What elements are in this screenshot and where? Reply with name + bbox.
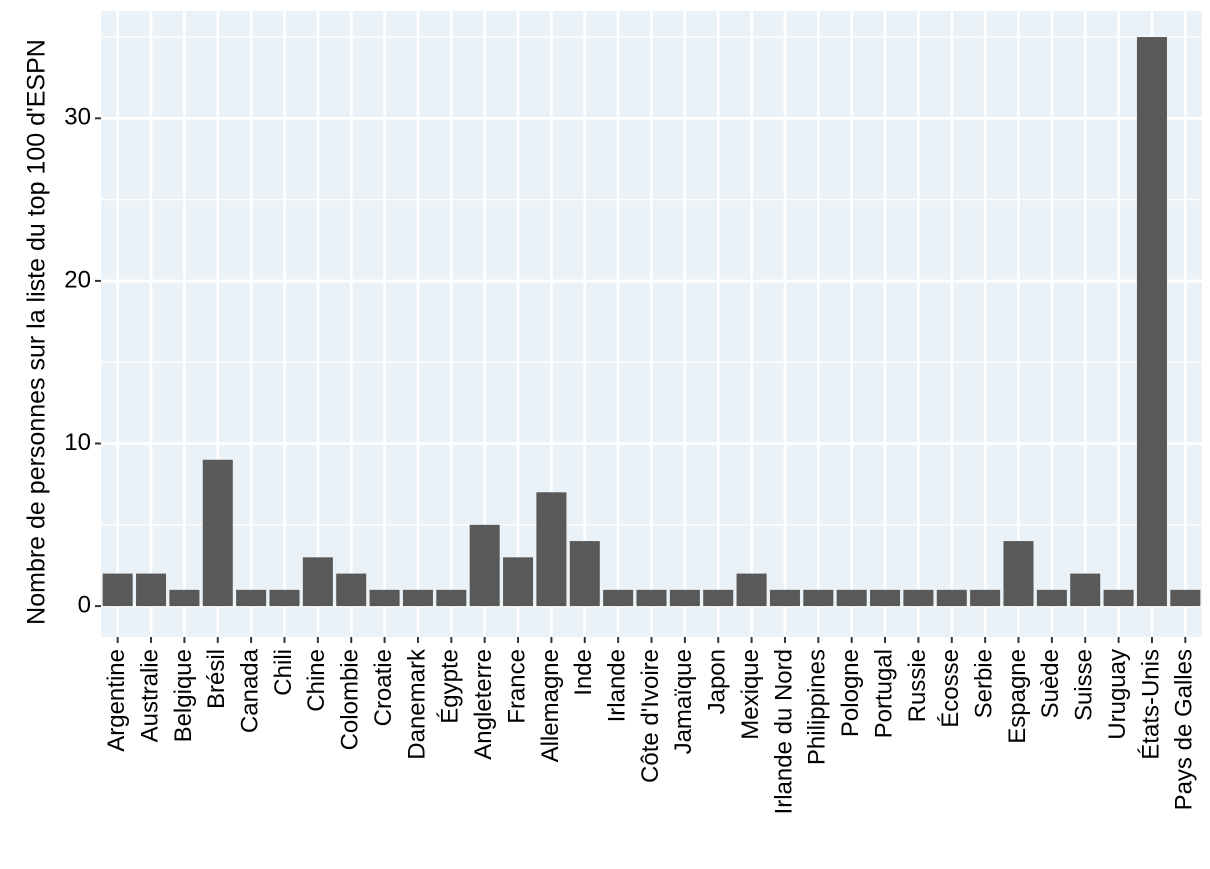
bar-6 <box>269 589 300 607</box>
bar-9 <box>369 589 400 607</box>
x-tick-label: Serbie <box>970 649 997 718</box>
x-tick-label: Inde <box>570 649 597 696</box>
x-tick-label: Uruguay <box>1104 649 1131 740</box>
x-tick-label: Portugal <box>870 649 897 738</box>
bar-13 <box>503 557 534 607</box>
bar-19 <box>703 589 734 607</box>
x-tick-label: Suède <box>1037 649 1064 718</box>
bar-3 <box>169 589 200 607</box>
x-tick-label: Australie <box>136 649 163 742</box>
x-tick-label: Danemark <box>403 648 430 760</box>
x-tick-label: Jamaïque <box>670 649 697 754</box>
bar-24 <box>870 589 901 607</box>
x-tick-label: Brésil <box>203 649 230 709</box>
x-tick-label: États-Unis <box>1137 649 1164 760</box>
bar-27 <box>970 589 1001 607</box>
x-tick-label: Argentine <box>103 649 130 752</box>
bars <box>102 37 1201 607</box>
bar-26 <box>936 589 967 607</box>
x-tick-label: Chili <box>270 649 297 696</box>
bar-29 <box>1036 589 1067 607</box>
x-tick-label: France <box>503 649 530 724</box>
bar-8 <box>336 573 367 607</box>
bar-14 <box>536 492 567 607</box>
x-tick-label: Irlande du Nord <box>770 649 797 814</box>
x-tick-label: Suisse <box>1071 649 1098 721</box>
x-tick-label: Japon <box>704 649 731 714</box>
bar-32 <box>1136 37 1167 607</box>
x-tick-label: Allemagne <box>537 649 564 762</box>
bar-1 <box>102 573 133 607</box>
bar-20 <box>736 573 767 607</box>
y-axis-label: Nombre de personnes sur la liste du top … <box>23 39 51 625</box>
bar-15 <box>569 541 600 607</box>
bar-2 <box>136 573 167 607</box>
x-tick-label: Pologne <box>837 649 864 737</box>
bar-33 <box>1170 589 1201 607</box>
bar-5 <box>236 589 267 607</box>
bar-25 <box>903 589 934 607</box>
bar-30 <box>1070 573 1101 607</box>
y-tick-label: 10 <box>64 429 91 456</box>
x-axis: Argentine Australie Belgique Brésil Canada Ch… <box>103 637 1198 814</box>
bar-10 <box>402 589 433 607</box>
x-tick-label: Canada <box>236 648 263 733</box>
bar-16 <box>603 589 634 607</box>
x-tick-label: Colombie <box>337 649 364 750</box>
y-tick-label: 20 <box>64 266 91 293</box>
bar-17 <box>636 589 667 607</box>
x-tick-label: Russie <box>904 649 931 722</box>
y-tick-label: 0 <box>78 591 91 618</box>
x-tick-label: Croatie <box>370 649 397 726</box>
bar-21 <box>769 589 800 607</box>
x-tick-label: Mexique <box>737 649 764 740</box>
x-tick-label: Irlande <box>603 649 630 722</box>
bar-28 <box>1003 541 1034 607</box>
bar-7 <box>302 557 333 607</box>
bar-31 <box>1103 589 1134 607</box>
x-tick-label: Espagne <box>1004 649 1031 744</box>
x-tick-label: Côte d'Ivoire <box>637 649 664 783</box>
bar-22 <box>803 589 834 607</box>
bar-11 <box>436 589 467 607</box>
bar-12 <box>469 524 500 607</box>
bar-18 <box>669 589 700 607</box>
y-axis: 0 10 20 30 <box>64 104 101 618</box>
x-tick-label: Écosse <box>937 649 964 728</box>
y-tick-label: 30 <box>64 104 91 131</box>
x-tick-label: Pays de Galles <box>1171 649 1198 810</box>
x-tick-label: Belgique <box>170 649 197 742</box>
bar-4 <box>202 459 233 607</box>
bar-23 <box>836 589 867 607</box>
x-tick-label: Chine <box>303 649 330 712</box>
x-tick-label: Égypte <box>437 649 464 724</box>
x-tick-label: Philippines <box>804 649 831 765</box>
x-tick-label: Angleterre <box>470 649 497 760</box>
